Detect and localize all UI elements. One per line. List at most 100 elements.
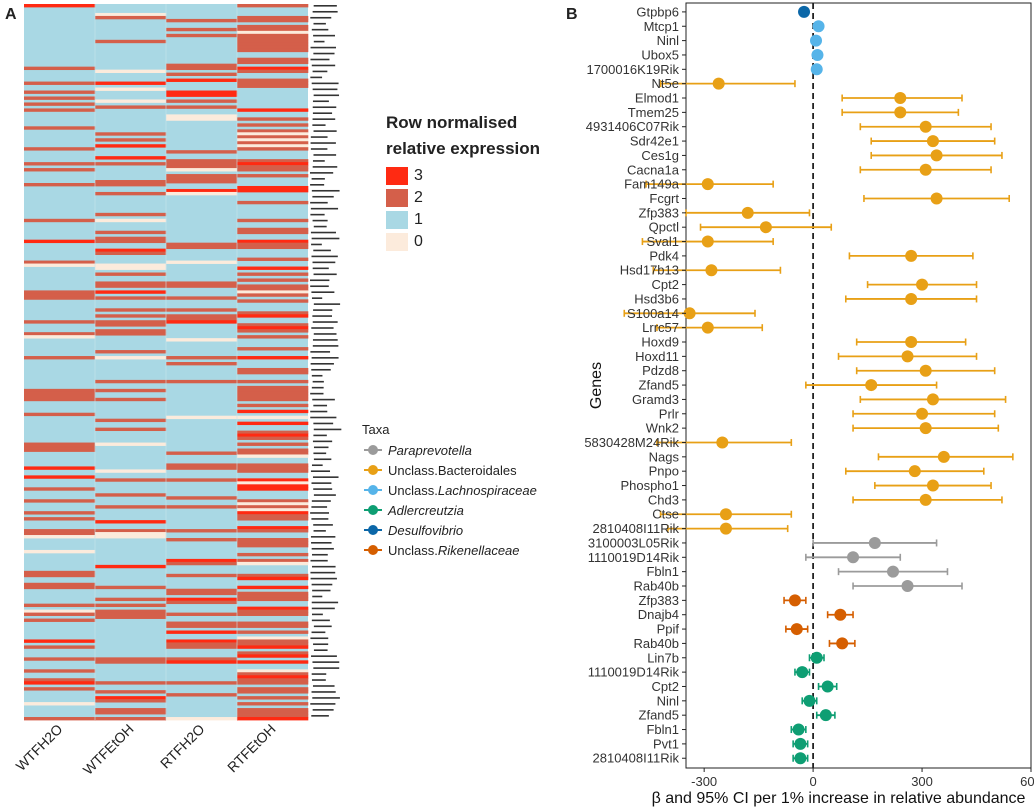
heatmap-cell [166, 114, 238, 118]
heatmap-cell [237, 30, 309, 35]
heatmap-cell [95, 529, 167, 533]
heatmap-cell [237, 681, 309, 685]
gene-estimate [805, 551, 902, 564]
gene-label: 1110019D14Rik [588, 665, 680, 680]
heatmap-cell [24, 702, 96, 706]
beta-point [926, 479, 939, 492]
heatmap-row-label [313, 303, 341, 305]
heatmap-cell [95, 162, 167, 166]
heatmap-cell [95, 711, 167, 715]
gene-label: Cpt2 [652, 679, 679, 694]
gene-label: Chd3 [648, 492, 679, 507]
heatmap-cell [237, 517, 309, 521]
heatmap-row-label [312, 160, 325, 162]
heatmap-cell [237, 188, 309, 193]
heatmap-cell [24, 609, 96, 613]
gene-label: Pdzd8 [642, 363, 679, 378]
heatmap-legend-item: 0 [386, 233, 423, 251]
beta-point [792, 723, 805, 736]
gene-estimate [841, 106, 960, 119]
heatmap-row-label [311, 327, 334, 329]
heatmap-row-label [312, 476, 339, 478]
heatmap-row-label [312, 697, 340, 699]
heatmap-cell [166, 639, 238, 643]
heatmap-cell [95, 281, 167, 285]
taxa-legend-key [362, 462, 384, 478]
heatmap-row-label [310, 392, 324, 395]
heatmap-row-label [310, 577, 337, 580]
heatmap-cell [237, 409, 309, 414]
beta-point [810, 34, 823, 47]
heatmap-cell [166, 174, 238, 178]
heatmap-cell [24, 612, 96, 616]
gene-estimate [877, 450, 1014, 463]
gene-label: Rab40b [633, 636, 679, 651]
beta-point [716, 436, 729, 449]
gene-estimate [810, 34, 823, 47]
gene-estimate [859, 393, 1007, 406]
heatmap-legend-label: 2 [414, 189, 423, 206]
heatmap-cell [166, 642, 238, 646]
heatmap-row-label [311, 374, 323, 377]
gene-estimate [790, 723, 807, 736]
heatmap-cell [237, 433, 309, 437]
heatmap-cell [95, 469, 167, 473]
heatmap-cell [237, 502, 309, 506]
heatmap-cell [95, 81, 167, 85]
heatmap-cell [237, 415, 309, 420]
heatmap-cell [237, 370, 309, 375]
heatmap-cell [95, 105, 167, 109]
heatmap-cell [95, 603, 167, 608]
heatmap-row-label [313, 52, 335, 55]
heatmap-cell [237, 290, 309, 294]
heatmap-cell [237, 129, 309, 133]
heatmap-cell [95, 12, 167, 17]
beta-point [810, 651, 823, 664]
heatmap-cell [95, 564, 167, 569]
heatmap-row-label [310, 279, 330, 282]
heatmap-cell [95, 156, 167, 160]
heatmap-cell [237, 27, 309, 32]
heatmap-row-label [311, 178, 325, 180]
heatmap-cell [237, 543, 309, 548]
heatmap-cell [95, 144, 167, 148]
heatmap-cell [166, 356, 238, 360]
heatmap-row-label [310, 536, 336, 538]
gene-estimate [866, 278, 978, 291]
beta-point [790, 623, 803, 636]
heatmap-row-label [310, 76, 323, 79]
heatmap-legend-swatch [386, 211, 408, 229]
heatmap-cell [24, 391, 96, 396]
heatmap-cell [24, 645, 96, 649]
heatmap-cell [24, 108, 96, 112]
heatmap-row-label [310, 285, 329, 288]
y-axis-title: Genes [588, 362, 605, 409]
heatmap-row-label [310, 201, 328, 204]
beta-point [919, 493, 932, 506]
heatmap-row-label [312, 398, 335, 401]
heatmap-cell [237, 278, 309, 282]
heatmap-cell [166, 317, 238, 321]
heatmap-cell [237, 245, 309, 250]
heatmap-row-label [311, 357, 339, 359]
heatmap-cell [237, 39, 309, 44]
gene-estimate [852, 580, 963, 593]
heatmap-row-label [313, 422, 334, 425]
heatmap: WTFH2O WTFEtOH RTFH2O RTFEtOH [13, 4, 342, 778]
heatmap-cell [95, 272, 167, 276]
gene-estimate [641, 235, 774, 248]
gene-estimate [656, 436, 793, 449]
heatmap-cell [237, 108, 309, 112]
gene-estimate [801, 694, 818, 707]
heatmap-cell [24, 218, 96, 223]
heatmap-cell [95, 191, 167, 196]
heatmap-legend-swatch [386, 233, 408, 251]
heatmap-row-label [312, 106, 337, 109]
heatmap-cell [237, 573, 309, 578]
beta-point [930, 149, 943, 162]
heatmap-cell [95, 314, 167, 318]
taxa-legend-item: Unclass.Lachnospiraceae [362, 482, 537, 498]
heatmap-row-label [313, 94, 340, 97]
heatmap-row-label [312, 553, 328, 556]
heatmap-cell [237, 484, 309, 488]
